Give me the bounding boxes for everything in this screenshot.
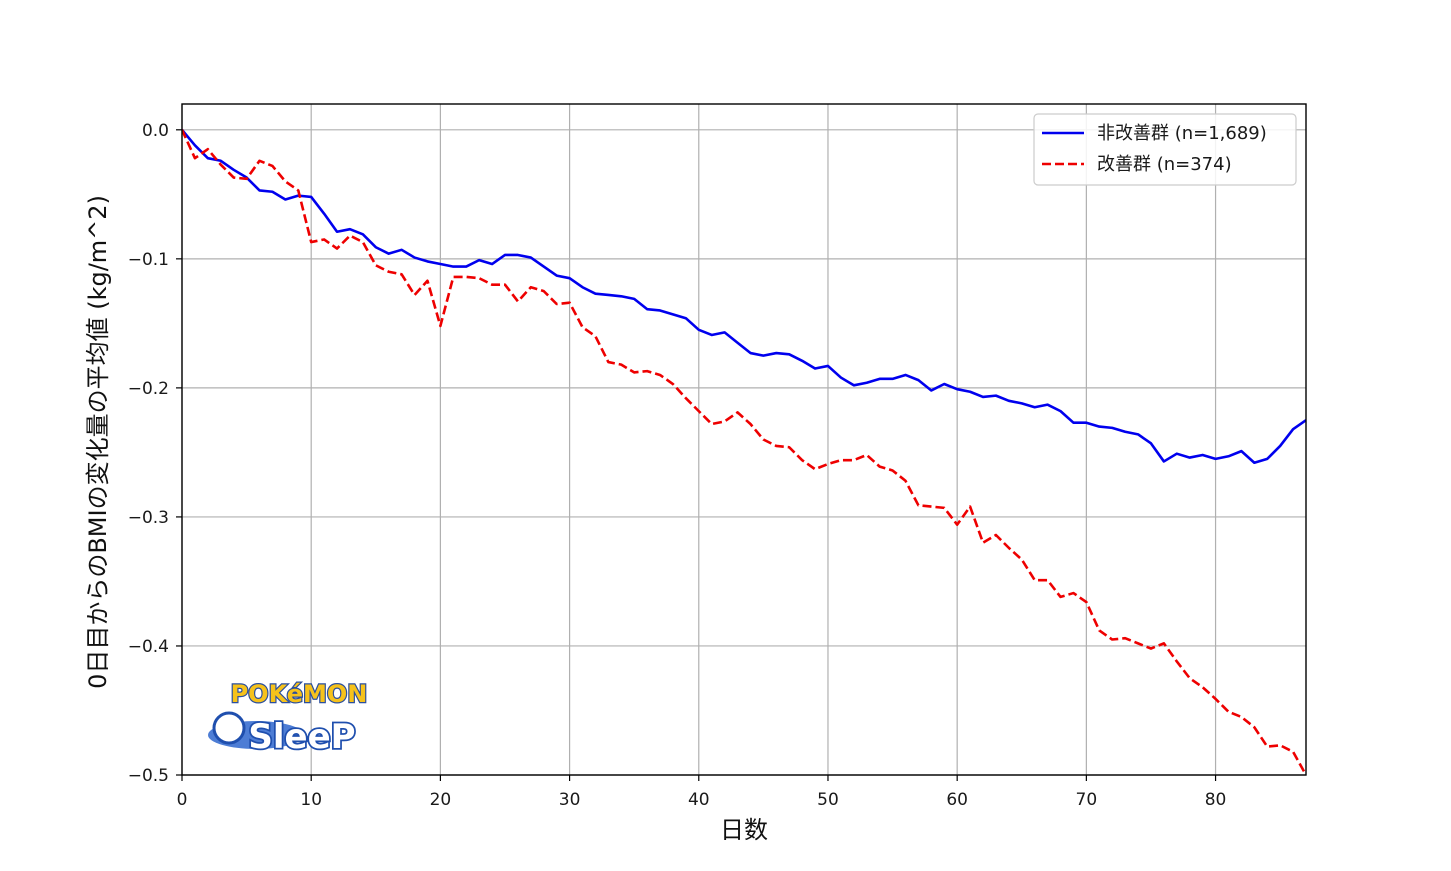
- y-axis-label: 0日目からのBMIの変化量の平均値 (kg/m^2): [84, 195, 112, 689]
- legend-label-non-improved: 非改善群 (n=1,689): [1097, 123, 1267, 144]
- x-axis-label: 日数: [720, 816, 768, 844]
- legend-label-improved: 改善群 (n=374): [1097, 154, 1232, 175]
- x-tick-label: 10: [300, 790, 322, 810]
- series-line-non-improved: [182, 128, 1306, 465]
- tick-layer: 0 10 20 30 40 50 60 70 80 0.0 −0.1 −0.2 −0.3 −0.4 −0.5: [128, 121, 1227, 810]
- logo-top-text: POKéMON: [231, 680, 368, 708]
- x-tick-label: 20: [430, 790, 452, 810]
- logo-bottom-text: SleeP: [248, 717, 355, 757]
- y-tick-label: −0.4: [128, 637, 169, 657]
- x-tick-label: 0: [177, 790, 188, 810]
- legend: 非改善群 (n=1,689) 改善群 (n=374): [1033, 113, 1297, 186]
- series-layer: [182, 128, 1306, 776]
- x-tick-label: 60: [946, 790, 968, 810]
- y-tick-label: −0.3: [128, 508, 169, 528]
- y-tick-label: −0.5: [128, 766, 169, 786]
- legend-box: [1033, 113, 1297, 186]
- x-tick-label: 50: [817, 790, 839, 810]
- y-tick-label: 0.0: [142, 121, 169, 141]
- x-tick-label: 30: [559, 790, 581, 810]
- x-tick-label: 40: [688, 790, 710, 810]
- y-tick-label: −0.1: [128, 250, 169, 270]
- logo-sleeping-face: [212, 711, 246, 745]
- y-tick-label: −0.2: [128, 379, 169, 399]
- plot-frame: [181, 103, 1307, 776]
- pokemon-sleep-logo: POKéMON SleeP: [208, 679, 369, 759]
- x-tick-label: 80: [1205, 790, 1227, 810]
- grid: [181, 104, 1306, 776]
- x-tick-label: 70: [1076, 790, 1098, 810]
- series-line-improved: [182, 129, 1306, 776]
